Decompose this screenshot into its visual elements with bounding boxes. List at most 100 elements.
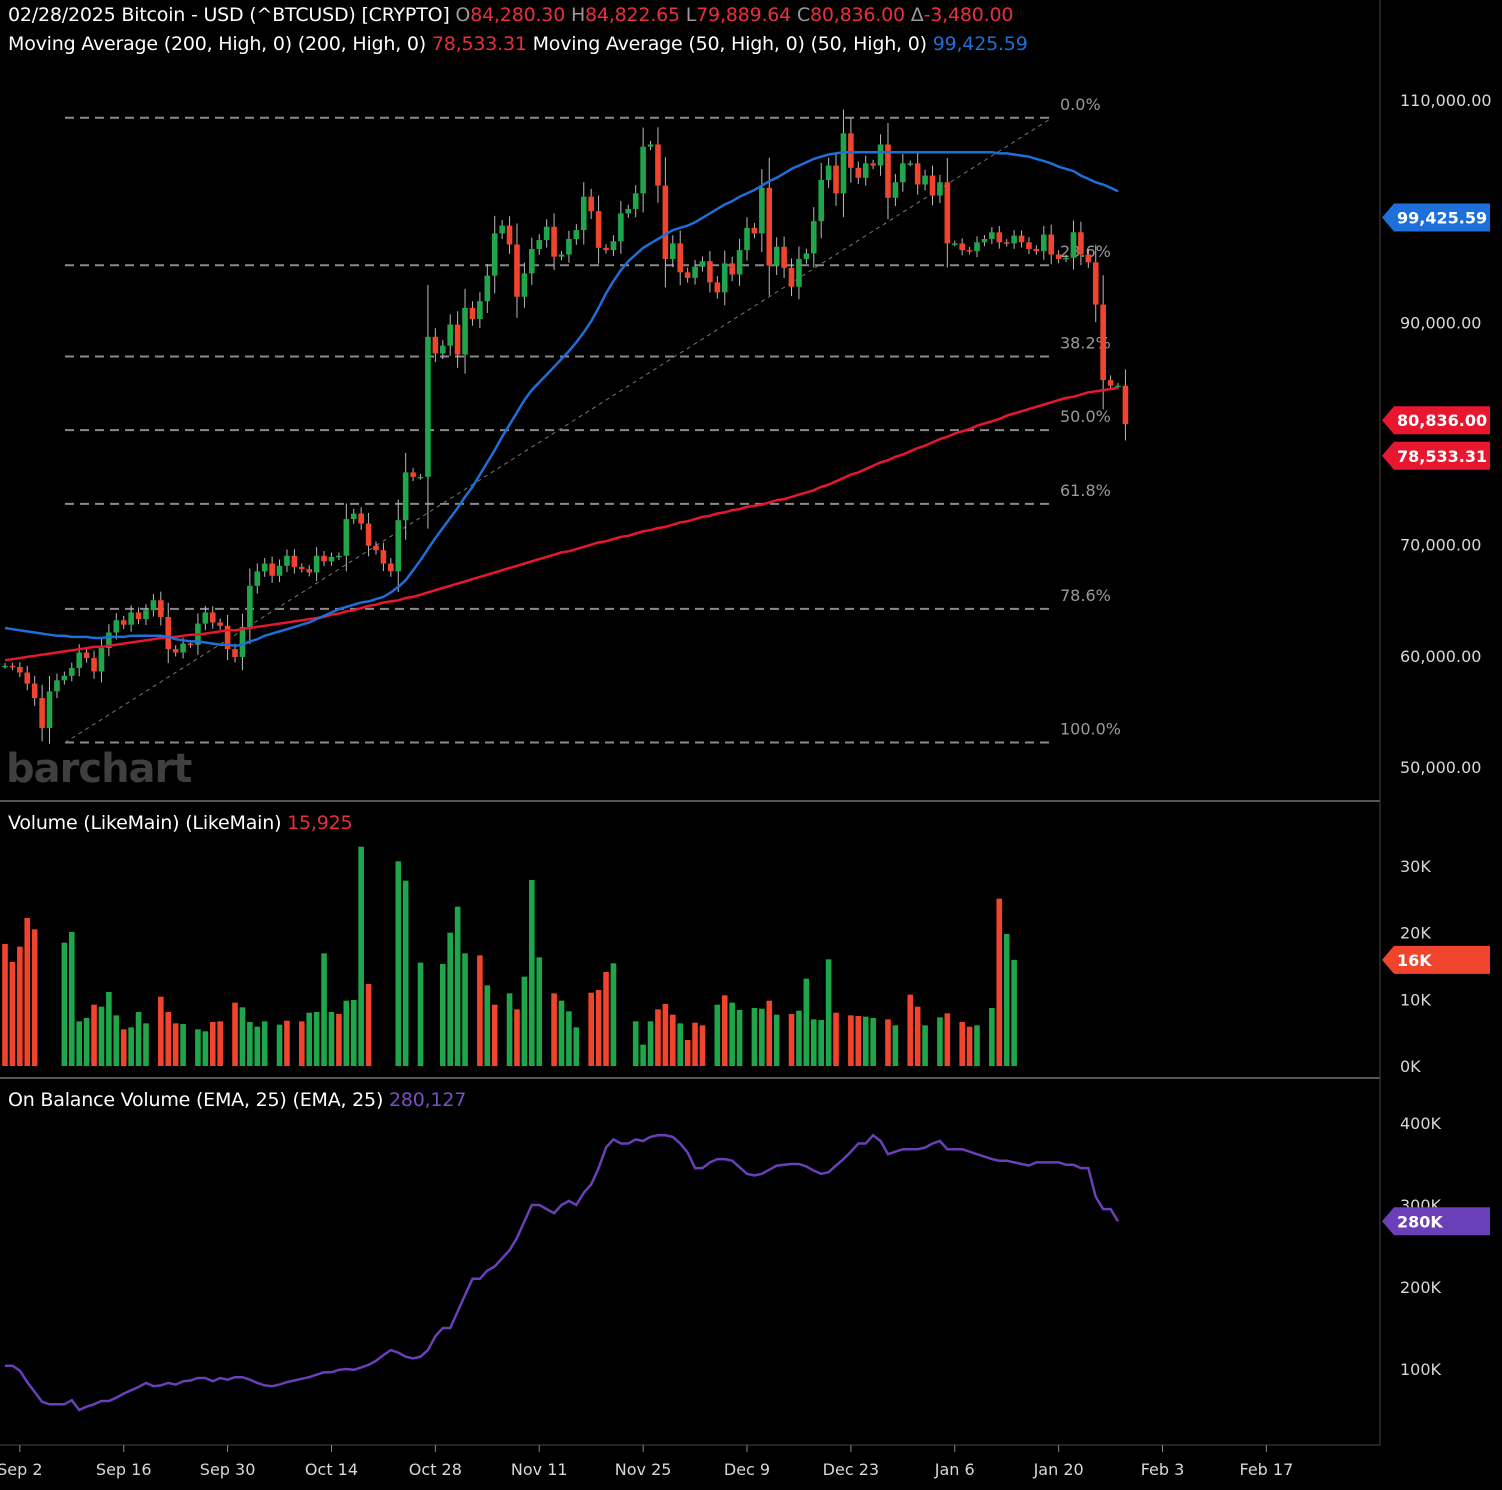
volume-bar [959, 1022, 965, 1066]
candle-body [937, 182, 943, 196]
candle-body [662, 185, 669, 259]
volume-bar [158, 996, 164, 1066]
volume-bar [247, 1022, 253, 1066]
candle-body [514, 244, 520, 297]
candle-body [736, 250, 743, 275]
candle-body [640, 146, 646, 194]
volume-bar [558, 1000, 565, 1066]
volume-bar [721, 995, 728, 1066]
candle-body [1026, 242, 1032, 249]
fib-level-label: 78.6% [1060, 586, 1111, 605]
volume-bar [299, 1021, 305, 1066]
candle-body [402, 472, 409, 521]
volume-bar [848, 1015, 854, 1066]
volume-bar [989, 1008, 995, 1066]
price-axis-label: 90,000.00 [1400, 313, 1481, 332]
candle-body [773, 246, 780, 266]
candle-body [187, 643, 194, 646]
candle-body [39, 698, 45, 729]
volume-bar [603, 972, 609, 1066]
volume-axis-label: 30K [1400, 857, 1431, 876]
candle-body [31, 683, 38, 699]
volume-bar [788, 1014, 795, 1066]
header-symbol: Bitcoin - USD (^BTCUSD) [CRYPTO] [121, 4, 450, 26]
volume-bar [514, 1009, 520, 1066]
ma50-params: (50, High, 0) [810, 33, 928, 55]
volume-bar [172, 1023, 179, 1066]
volume-label: Volume (LikeMain) [8, 812, 180, 834]
x-axis-label: Feb 3 [1141, 1460, 1185, 1479]
volume-bar [885, 1019, 891, 1066]
volume-bar [506, 993, 513, 1066]
fib-level-label: 0.0% [1060, 95, 1101, 114]
x-axis-label: Jan 20 [1033, 1460, 1084, 1479]
candle-body [447, 324, 453, 346]
candle-body [1055, 254, 1062, 259]
volume-bar [209, 1022, 216, 1066]
candle-body [558, 254, 565, 257]
volume-bar [610, 963, 617, 1066]
obv-badge-shape [1382, 1207, 1490, 1236]
volume-bar [232, 1002, 238, 1066]
price-axis-label: 110,000.00 [1400, 91, 1492, 110]
candle-body [373, 545, 379, 551]
candle-body [76, 652, 82, 669]
candle-body [1085, 254, 1092, 263]
close-badge-shape [1382, 406, 1490, 435]
x-axis-label: Oct 14 [305, 1460, 358, 1479]
volume-axis-label: 0K [1400, 1057, 1421, 1076]
close-label: C [796, 4, 810, 26]
candle-body [98, 648, 105, 672]
volume-bar [2, 944, 8, 1066]
volume-bar [1011, 959, 1017, 1066]
volume-bar [736, 1010, 743, 1066]
volume-bar [692, 1022, 698, 1066]
candle-body [113, 620, 120, 633]
volume-bar [76, 1021, 82, 1066]
volume-bar [31, 929, 38, 1066]
volume-bar [180, 1024, 186, 1066]
candle-body [721, 263, 728, 293]
candle-body [699, 261, 706, 267]
candle-body [521, 273, 528, 297]
open-value: 84,280.30 [470, 4, 566, 26]
candle-body [907, 163, 914, 165]
obv-axis-label: 400K [1400, 1114, 1442, 1133]
candle-body [922, 175, 928, 185]
ma200-line [4, 386, 1119, 662]
candle-body [321, 555, 327, 562]
volume-bar [521, 976, 528, 1066]
candle-body [603, 247, 609, 251]
candle-body [1018, 235, 1025, 243]
candle-body [818, 180, 824, 222]
candle-body [914, 163, 921, 185]
candle-body [1003, 242, 1010, 244]
high-value: 84,822.65 [585, 4, 680, 26]
candle-body [365, 523, 372, 546]
candle-body [1033, 248, 1040, 252]
candle-body [261, 563, 268, 572]
candle-body [172, 649, 179, 653]
volume-bar [68, 932, 75, 1066]
volume-bar [402, 880, 409, 1066]
x-axis-label: Sep 16 [96, 1460, 152, 1479]
candle-body [180, 643, 186, 653]
volume-bar [714, 1004, 721, 1066]
volume-bar [996, 898, 1003, 1066]
ma200-badge-shape [1382, 441, 1490, 470]
x-axis-label: Oct 28 [409, 1460, 462, 1479]
candle-body [165, 616, 172, 650]
fib-level-label: 50.0% [1060, 407, 1111, 426]
candle-body [24, 672, 31, 684]
volume-bar [195, 1029, 201, 1066]
change-label: Δ [910, 4, 924, 26]
volume-bar [61, 942, 68, 1066]
volume-bar [796, 1010, 802, 1066]
volume-bar [944, 1013, 951, 1066]
candle-body [350, 513, 357, 520]
candle-body [610, 241, 617, 251]
volume-bar [261, 1021, 268, 1066]
volume-bar [343, 1000, 350, 1066]
fib-level-label: 38.2% [1060, 333, 1111, 352]
